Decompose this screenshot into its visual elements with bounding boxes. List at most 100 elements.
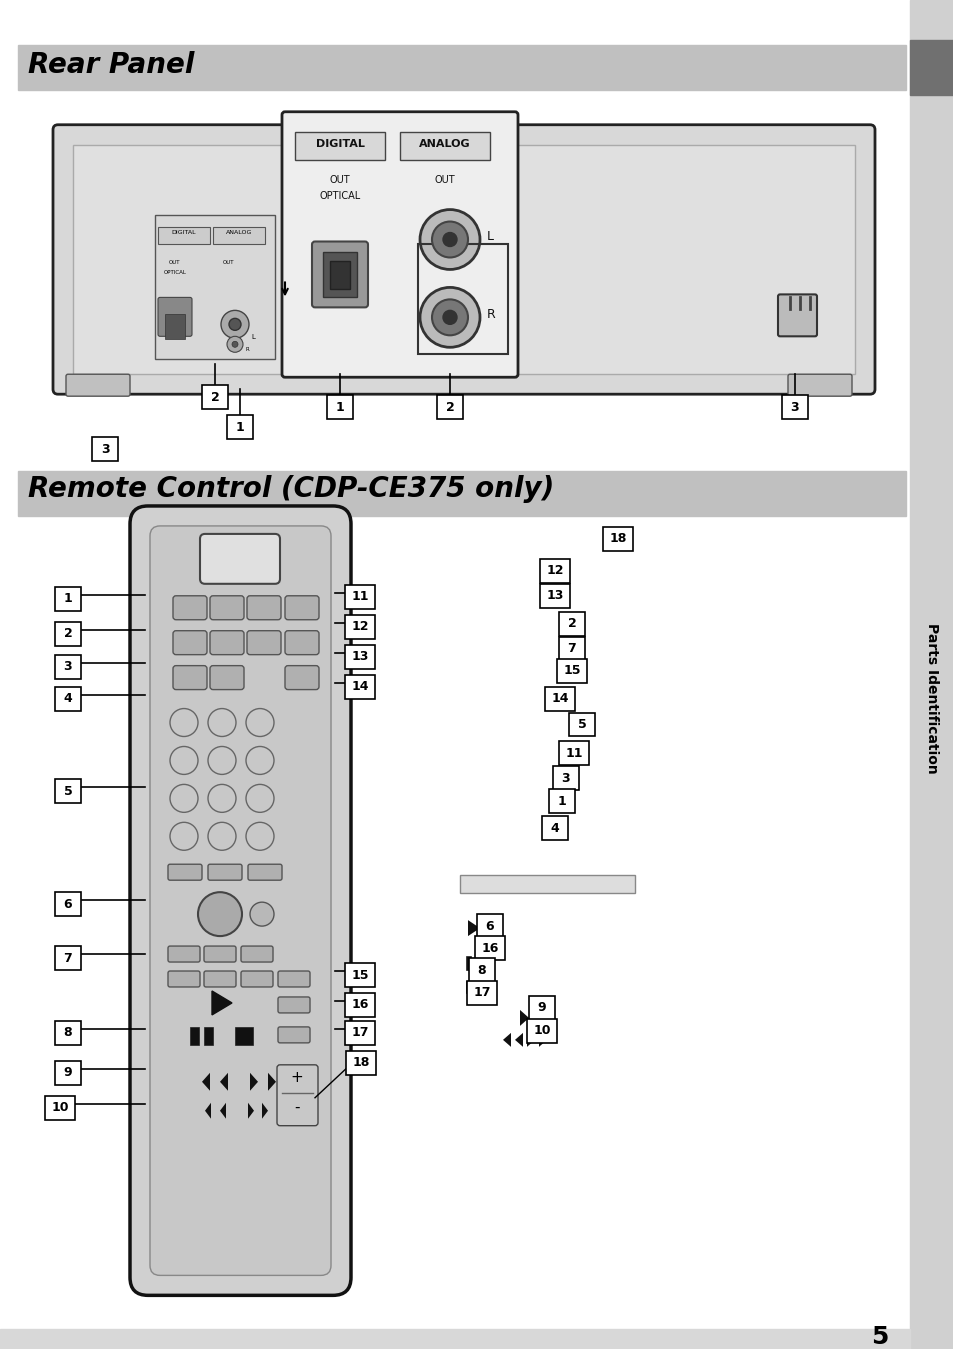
- Text: 3: 3: [561, 772, 570, 786]
- Text: R: R: [486, 308, 496, 320]
- Circle shape: [198, 892, 242, 936]
- Bar: [330, 261, 350, 289]
- Bar: [158, 227, 210, 245]
- FancyBboxPatch shape: [168, 864, 202, 880]
- FancyBboxPatch shape: [210, 665, 244, 690]
- FancyBboxPatch shape: [247, 596, 281, 619]
- FancyBboxPatch shape: [172, 596, 207, 619]
- FancyBboxPatch shape: [150, 526, 331, 1275]
- Text: 7: 7: [567, 642, 576, 656]
- Text: +: +: [291, 1071, 303, 1086]
- Circle shape: [170, 822, 198, 850]
- FancyBboxPatch shape: [345, 585, 375, 608]
- FancyBboxPatch shape: [346, 1051, 375, 1075]
- FancyBboxPatch shape: [168, 971, 200, 987]
- Text: 9: 9: [537, 1002, 546, 1014]
- Text: 13: 13: [546, 589, 563, 602]
- Polygon shape: [526, 1033, 535, 1046]
- Polygon shape: [502, 1033, 511, 1046]
- Text: 1: 1: [64, 592, 72, 606]
- Circle shape: [432, 299, 468, 335]
- Text: 16: 16: [351, 998, 368, 1011]
- Text: 11: 11: [351, 591, 369, 603]
- FancyBboxPatch shape: [602, 527, 633, 550]
- Text: 14: 14: [551, 692, 568, 706]
- Text: 4: 4: [64, 692, 72, 706]
- FancyBboxPatch shape: [208, 864, 242, 880]
- Circle shape: [419, 288, 479, 347]
- Circle shape: [250, 902, 274, 926]
- Circle shape: [170, 784, 198, 813]
- Bar: [165, 315, 185, 339]
- Circle shape: [432, 222, 468, 257]
- FancyBboxPatch shape: [327, 395, 353, 419]
- FancyBboxPatch shape: [568, 713, 595, 737]
- Text: 17: 17: [351, 1026, 369, 1040]
- FancyBboxPatch shape: [227, 415, 253, 439]
- Text: 15: 15: [351, 968, 369, 982]
- Polygon shape: [220, 1103, 226, 1118]
- FancyBboxPatch shape: [345, 615, 375, 638]
- Polygon shape: [248, 1103, 253, 1118]
- Text: OUT: OUT: [435, 174, 455, 185]
- FancyBboxPatch shape: [526, 1019, 557, 1042]
- Bar: [190, 1028, 199, 1045]
- FancyBboxPatch shape: [475, 936, 504, 960]
- Text: OPTICAL: OPTICAL: [163, 270, 186, 274]
- Bar: [909, 41, 953, 95]
- Circle shape: [442, 233, 456, 246]
- Text: 9: 9: [64, 1067, 72, 1079]
- Circle shape: [170, 746, 198, 775]
- FancyBboxPatch shape: [172, 665, 207, 690]
- FancyBboxPatch shape: [45, 1095, 75, 1119]
- FancyBboxPatch shape: [210, 631, 244, 654]
- FancyBboxPatch shape: [345, 1021, 375, 1045]
- Text: Remote Control (CDP-CE375 only): Remote Control (CDP-CE375 only): [28, 475, 554, 503]
- Text: 14: 14: [351, 680, 369, 694]
- FancyBboxPatch shape: [345, 675, 375, 699]
- FancyBboxPatch shape: [778, 295, 816, 337]
- FancyBboxPatch shape: [539, 584, 569, 608]
- FancyBboxPatch shape: [66, 375, 130, 396]
- Circle shape: [246, 746, 274, 775]
- Bar: [18, 470, 905, 516]
- Bar: [417, 245, 507, 354]
- FancyBboxPatch shape: [55, 1061, 81, 1084]
- Text: L: L: [486, 230, 494, 243]
- FancyBboxPatch shape: [467, 982, 497, 1005]
- Text: OUT: OUT: [223, 260, 234, 265]
- Text: 2: 2: [64, 627, 72, 641]
- Text: ANALOG: ANALOG: [226, 230, 252, 235]
- Text: L: L: [251, 334, 254, 341]
- Polygon shape: [468, 921, 479, 936]
- FancyBboxPatch shape: [277, 996, 310, 1013]
- Circle shape: [170, 708, 198, 737]
- Text: 8: 8: [64, 1026, 72, 1040]
- FancyBboxPatch shape: [241, 971, 273, 987]
- Bar: [465, 956, 471, 969]
- Bar: [234, 1028, 253, 1045]
- FancyBboxPatch shape: [277, 971, 310, 987]
- Polygon shape: [538, 1033, 546, 1046]
- FancyBboxPatch shape: [345, 645, 375, 669]
- FancyBboxPatch shape: [55, 1021, 81, 1045]
- Text: Rear Panel: Rear Panel: [28, 51, 194, 78]
- FancyBboxPatch shape: [55, 687, 81, 711]
- Bar: [465, 982, 477, 992]
- Text: 5: 5: [577, 718, 586, 731]
- Circle shape: [419, 210, 479, 269]
- Circle shape: [227, 337, 243, 353]
- Text: 3: 3: [790, 400, 799, 414]
- Text: 6: 6: [485, 919, 494, 933]
- Circle shape: [246, 784, 274, 813]
- Bar: [294, 131, 385, 160]
- Polygon shape: [220, 1072, 228, 1091]
- Text: DIGITAL: DIGITAL: [172, 230, 196, 235]
- Text: 16: 16: [481, 941, 498, 955]
- FancyBboxPatch shape: [204, 946, 235, 963]
- FancyBboxPatch shape: [548, 790, 575, 814]
- Bar: [213, 227, 265, 245]
- Bar: [323, 253, 356, 297]
- Circle shape: [208, 784, 235, 813]
- FancyBboxPatch shape: [476, 914, 502, 938]
